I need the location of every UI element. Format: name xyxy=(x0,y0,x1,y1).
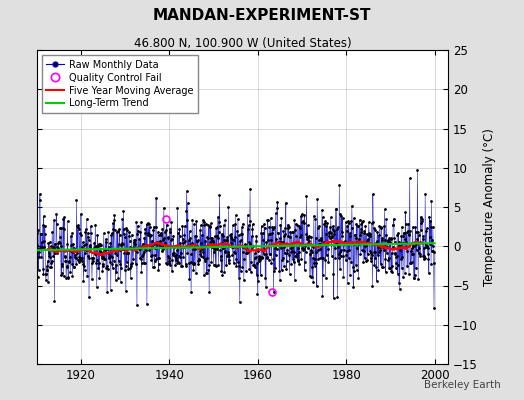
Text: MANDAN-EXPERIMENT-ST: MANDAN-EXPERIMENT-ST xyxy=(153,8,371,23)
Title: 46.800 N, 100.900 W (United States): 46.800 N, 100.900 W (United States) xyxy=(134,37,351,50)
Text: Berkeley Earth: Berkeley Earth xyxy=(424,380,500,390)
Y-axis label: Temperature Anomaly (°C): Temperature Anomaly (°C) xyxy=(483,128,496,286)
Legend: Raw Monthly Data, Quality Control Fail, Five Year Moving Average, Long-Term Tren: Raw Monthly Data, Quality Control Fail, … xyxy=(41,55,198,113)
